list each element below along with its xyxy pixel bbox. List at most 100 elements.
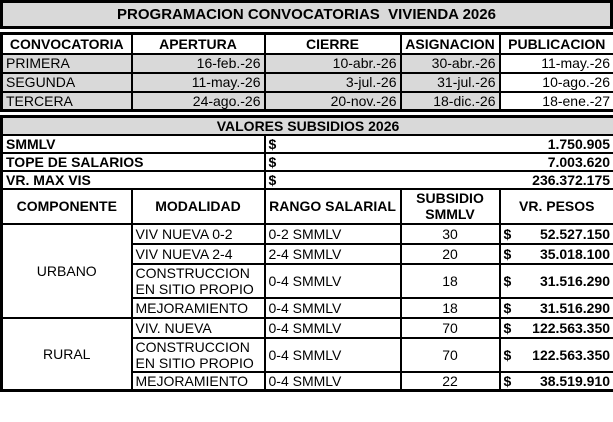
amount-value: 1.750.905 bbox=[547, 136, 611, 153]
componente-cell: RURAL bbox=[0, 316, 133, 392]
subsidio-cell: 22 bbox=[399, 370, 501, 392]
date-cell: 18-ene.-27 bbox=[498, 90, 613, 112]
valor-label-cell: VR. MAX VIS bbox=[0, 170, 266, 191]
currency-symbol: $ bbox=[268, 136, 277, 153]
column-header-rango-salarial: RANGO SALARIAL bbox=[263, 188, 402, 225]
date-cell: 18-dic.-26 bbox=[399, 90, 501, 112]
date-cell: 24-ago.-26 bbox=[130, 90, 266, 112]
currency-symbol: $ bbox=[268, 172, 277, 189]
column-header-asignacion: ASIGNACION bbox=[399, 32, 501, 55]
amount-value: 31.516.290 bbox=[539, 272, 611, 289]
table-row: SMMLV $ 1.750.905 bbox=[0, 134, 613, 155]
date-cell: 3-jul.-26 bbox=[263, 71, 402, 93]
table-row: VIV NUEVA 2-4 2-4 SMMLV 20 $ 35.018.100 bbox=[2, 242, 613, 265]
subsidios-table: VALORES SUBSIDIOS 2026 SMMLV $ 1.750.905… bbox=[0, 115, 613, 393]
currency-symbol: $ bbox=[503, 346, 512, 363]
section-title: VALORES SUBSIDIOS 2026 bbox=[0, 115, 613, 137]
currency-symbol: $ bbox=[503, 372, 512, 389]
table-row: RURAL VIV. NUEVA 0-4 SMMLV 70 $ 122.563.… bbox=[0, 316, 613, 392]
modalidad-cell: CONSTRUCCION EN SITIO PROPIO bbox=[130, 262, 266, 299]
subsidio-cell: 18 bbox=[399, 296, 501, 319]
currency-symbol: $ bbox=[503, 299, 512, 316]
pesos-cell: $ 122.563.350 bbox=[498, 336, 613, 373]
date-cell: 16-feb.-26 bbox=[130, 52, 266, 74]
pesos-cell: $ 31.516.290 bbox=[498, 262, 613, 299]
valor-label-cell: TOPE DE SALARIOS bbox=[0, 152, 266, 173]
table-row: SEGUNDA 11-may.-26 3-jul.-26 31-jul.-26 … bbox=[0, 71, 613, 93]
subsidio-cell: 70 bbox=[399, 316, 501, 339]
column-header-convocatoria: CONVOCATORIA bbox=[0, 32, 133, 55]
column-header-apertura: APERTURA bbox=[130, 32, 266, 55]
convocatoria-cell: TERCERA bbox=[0, 90, 133, 112]
table-row: MEJORAMIENTO 0-4 SMMLV 22 $ 38.519.910 bbox=[2, 370, 613, 392]
table-row: TERCERA 24-ago.-26 20-nov.-26 18-dic.-26… bbox=[0, 90, 613, 112]
subsidio-cell: 18 bbox=[399, 262, 501, 299]
date-cell: 11-may.-26 bbox=[498, 52, 613, 74]
currency-symbol: $ bbox=[503, 319, 512, 336]
valor-label-cell: SMMLV bbox=[0, 134, 266, 155]
table-row: PRIMERA 16-feb.-26 10-abr.-26 30-abr.-26… bbox=[0, 52, 613, 74]
componente-cell: URBANO bbox=[0, 222, 133, 319]
currency-symbol: $ bbox=[268, 154, 277, 171]
modalidad-cell: VIV. NUEVA bbox=[130, 316, 266, 339]
convocatorias-table: CONVOCATORIA APERTURA CIERRE ASIGNACION … bbox=[0, 32, 613, 112]
table-row: URBANO VIV NUEVA 0-2 0-2 SMMLV 30 $ 52.5… bbox=[0, 222, 613, 319]
subsidios-header-row: COMPONENTE MODALIDAD RANGO SALARIAL SUBS… bbox=[0, 188, 613, 225]
modalidad-cell: MEJORAMIENTO bbox=[130, 370, 266, 392]
pesos-cell: $ 31.516.290 bbox=[498, 296, 613, 319]
pesos-cell: $ 52.527.150 bbox=[498, 222, 613, 245]
column-header-subsidio-smmlv: SUBSIDIO SMMLV bbox=[399, 188, 501, 225]
subsidio-cell: 30 bbox=[399, 222, 501, 245]
table-row: MEJORAMIENTO 0-4 SMMLV 18 $ 31.516.290 bbox=[2, 296, 613, 319]
column-header-modalidad: MODALIDAD bbox=[130, 188, 266, 225]
rango-cell: 0-4 SMMLV bbox=[263, 316, 402, 339]
pesos-cell: $ 38.519.910 bbox=[498, 370, 613, 392]
date-cell: 11-may.-26 bbox=[130, 71, 266, 93]
valor-amount-cell: $ 236.372.175 bbox=[263, 170, 613, 191]
amount-value: 35.018.100 bbox=[539, 245, 611, 262]
subsidio-cell: 20 bbox=[399, 242, 501, 265]
rango-cell: 2-4 SMMLV bbox=[263, 242, 402, 265]
rango-cell: 0-4 SMMLV bbox=[263, 296, 402, 319]
table-row: VR. MAX VIS $ 236.372.175 bbox=[0, 170, 613, 191]
rango-cell: 0-4 SMMLV bbox=[263, 370, 402, 392]
currency-symbol: $ bbox=[503, 245, 512, 262]
modalidad-cell: VIV NUEVA 2-4 bbox=[130, 242, 266, 265]
amount-value: 236.372.175 bbox=[532, 172, 611, 189]
modalidad-cell: VIV NUEVA 0-2 bbox=[130, 222, 266, 245]
rango-cell: 0-4 SMMLV bbox=[263, 262, 402, 299]
currency-symbol: $ bbox=[503, 272, 512, 289]
pesos-cell: $ 35.018.100 bbox=[498, 242, 613, 265]
page-title: PROGRAMACION CONVOCATORIAS VIVIENDA 2026 bbox=[0, 0, 613, 29]
amount-value: 122.563.350 bbox=[532, 319, 611, 336]
column-header-cierre: CIERRE bbox=[263, 32, 402, 55]
table-row: CONSTRUCCION EN SITIO PROPIO 0-4 SMMLV 1… bbox=[2, 262, 613, 299]
column-header-publicacion: PUBLICACION bbox=[498, 32, 613, 55]
column-header-vr-pesos: VR. PESOS bbox=[498, 188, 613, 225]
currency-symbol: $ bbox=[503, 225, 512, 242]
date-cell: 30-abr.-26 bbox=[399, 52, 501, 74]
table-row: TOPE DE SALARIOS $ 7.003.620 bbox=[0, 152, 613, 173]
pesos-cell: $ 122.563.350 bbox=[498, 316, 613, 339]
amount-value: 122.563.350 bbox=[532, 346, 611, 363]
date-cell: 10-abr.-26 bbox=[263, 52, 402, 74]
rango-cell: 0-2 SMMLV bbox=[263, 222, 402, 245]
table-row: CONSTRUCCION EN SITIO PROPIO 0-4 SMMLV 7… bbox=[2, 336, 613, 373]
date-cell: 10-ago.-26 bbox=[498, 71, 613, 93]
column-header-componente: COMPONENTE bbox=[0, 188, 133, 225]
amount-value: 31.516.290 bbox=[539, 299, 611, 316]
amount-value: 52.527.150 bbox=[539, 225, 611, 242]
date-cell: 31-jul.-26 bbox=[399, 71, 501, 93]
convocatoria-cell: SEGUNDA bbox=[0, 71, 133, 93]
valor-amount-cell: $ 7.003.620 bbox=[263, 152, 613, 173]
subsidio-cell: 70 bbox=[399, 336, 501, 373]
date-cell: 20-nov.-26 bbox=[263, 90, 402, 112]
convocatoria-cell: PRIMERA bbox=[0, 52, 133, 74]
convocatorias-header-row: CONVOCATORIA APERTURA CIERRE ASIGNACION … bbox=[0, 32, 613, 55]
amount-value: 7.003.620 bbox=[547, 154, 611, 171]
rango-cell: 0-4 SMMLV bbox=[263, 336, 402, 373]
amount-value: 38.519.910 bbox=[539, 372, 611, 389]
valores-section-header: VALORES SUBSIDIOS 2026 bbox=[0, 115, 613, 137]
valor-amount-cell: $ 1.750.905 bbox=[263, 134, 613, 155]
